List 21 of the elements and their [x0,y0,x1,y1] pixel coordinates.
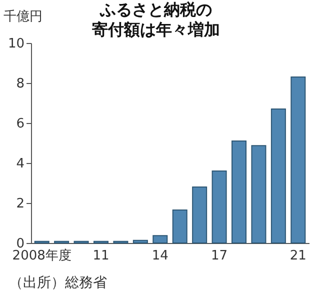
y-tick-label: 10 [8,36,24,52]
y-tick-label: 4 [16,156,24,172]
bar [172,210,188,244]
x-tick-label: 14 [152,248,168,264]
bar [232,140,247,244]
x-tick-label: 11 [92,248,110,264]
bar [212,170,227,244]
bar [290,76,306,244]
bar [132,240,148,244]
y-axis-title: 千億円 [4,10,42,24]
chart-title: ふるさと納税の寄付額は年々増加 [92,0,220,39]
x-tick-label: 17 [211,248,228,264]
bar [270,108,286,244]
bar [251,145,266,244]
text: （出所）総務省 [9,275,107,291]
bar [152,235,168,244]
y-tick-label: 6 [16,116,24,132]
bar [192,186,208,244]
x-tick-label: 21 [290,248,306,264]
y-tick-label: 2 [16,196,24,212]
y-tick-label: 8 [16,76,24,92]
